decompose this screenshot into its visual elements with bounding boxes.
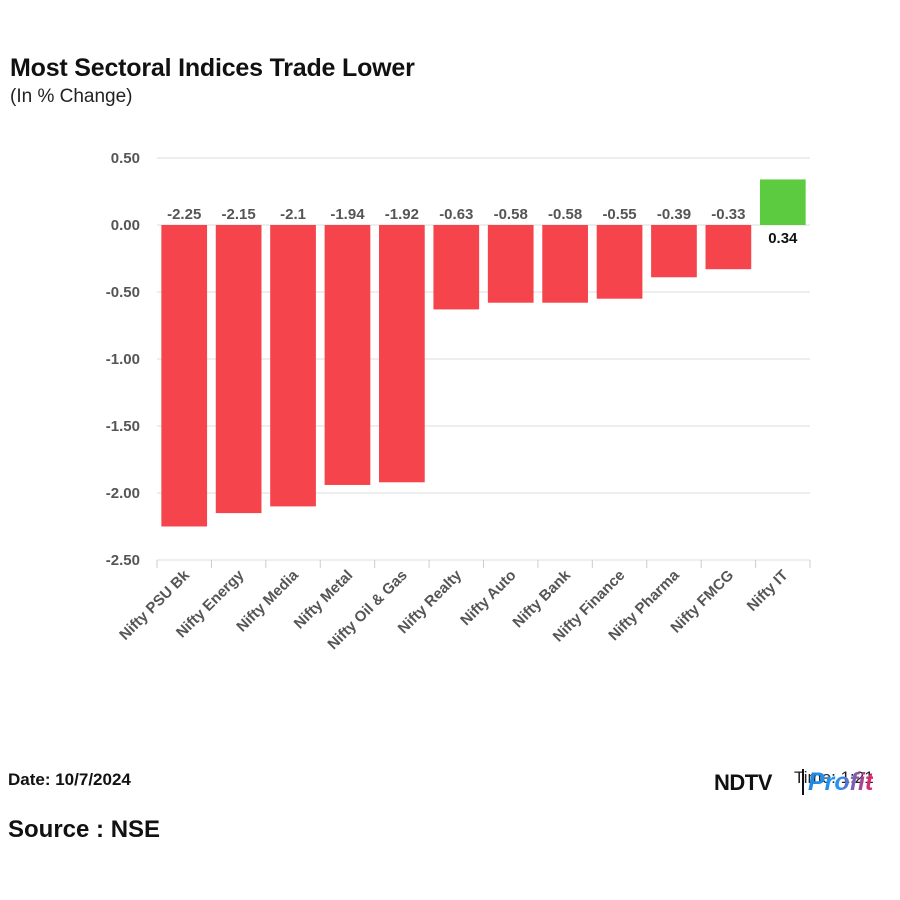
time-label: Time: 1:21	[794, 768, 874, 788]
ndtv-profit-logo: NDTV Time: 1:21 Profit	[714, 766, 894, 800]
logo-ndtv-text: NDTV	[714, 770, 772, 795]
y-tick-label: -1.50	[106, 418, 140, 435]
logo-separator	[802, 769, 804, 795]
bar-nifty-metal	[324, 225, 371, 485]
bar-nifty-oil-gas	[379, 225, 425, 483]
y-tick-label: 0.50	[111, 150, 140, 167]
chart-title: Most Sectoral Indices Trade Lower	[10, 54, 415, 82]
data-label: -2.1	[280, 206, 306, 223]
bar-nifty-psu-bk	[161, 225, 208, 527]
y-tick-label: -0.50	[106, 284, 140, 301]
data-label: -0.33	[711, 206, 745, 223]
bar-nifty-realty	[433, 225, 480, 310]
data-label: -0.63	[439, 206, 473, 223]
bar-nifty-finance	[596, 225, 643, 299]
data-label: -0.58	[548, 206, 582, 223]
bar-nifty-it	[759, 179, 806, 225]
data-label: -0.55	[602, 206, 636, 223]
bar-nifty-bank	[542, 225, 588, 303]
logo-profit-text: Profit	[808, 768, 874, 796]
data-label: 0.34	[768, 230, 798, 247]
bar-nifty-auto	[487, 225, 534, 303]
date-label: Date: 10/7/2024	[8, 770, 131, 789]
data-label: -0.58	[494, 206, 528, 223]
data-label: -2.15	[222, 206, 256, 223]
y-tick-label: -2.50	[106, 552, 140, 569]
bars	[161, 179, 806, 527]
grid-lines	[156, 157, 811, 568]
data-label: -1.92	[385, 206, 419, 223]
bar-nifty-pharma	[651, 225, 697, 278]
chart-subtitle: (In % Change)	[10, 86, 133, 107]
data-label: -0.39	[657, 206, 691, 223]
data-label: -1.94	[330, 206, 365, 223]
bar-nifty-fmcg	[705, 225, 752, 270]
source-label: Source : NSE	[8, 816, 161, 843]
bar-nifty-media	[270, 225, 316, 507]
y-tick-label: 0.00	[111, 217, 140, 234]
data-label: -2.25	[167, 206, 201, 223]
y-tick-label: -2.00	[106, 485, 140, 502]
y-tick-label: -1.00	[106, 351, 140, 368]
y-axis-ticks: 0.50 0.00 -0.50 -1.00 -1.50 -2.00 -2.50	[106, 150, 140, 569]
bar-nifty-energy	[215, 225, 262, 514]
bar-chart: 0.500.00-0.50-1.00-1.50-2.00-2.50 -2.25-…	[106, 150, 811, 653]
data-labels: -2.25 -2.15 -2.1 -1.94 -1.92 -0.63 -0.58 -0.58 -…	[167, 206, 798, 247]
x-category-label: Nifty IT	[744, 567, 792, 615]
